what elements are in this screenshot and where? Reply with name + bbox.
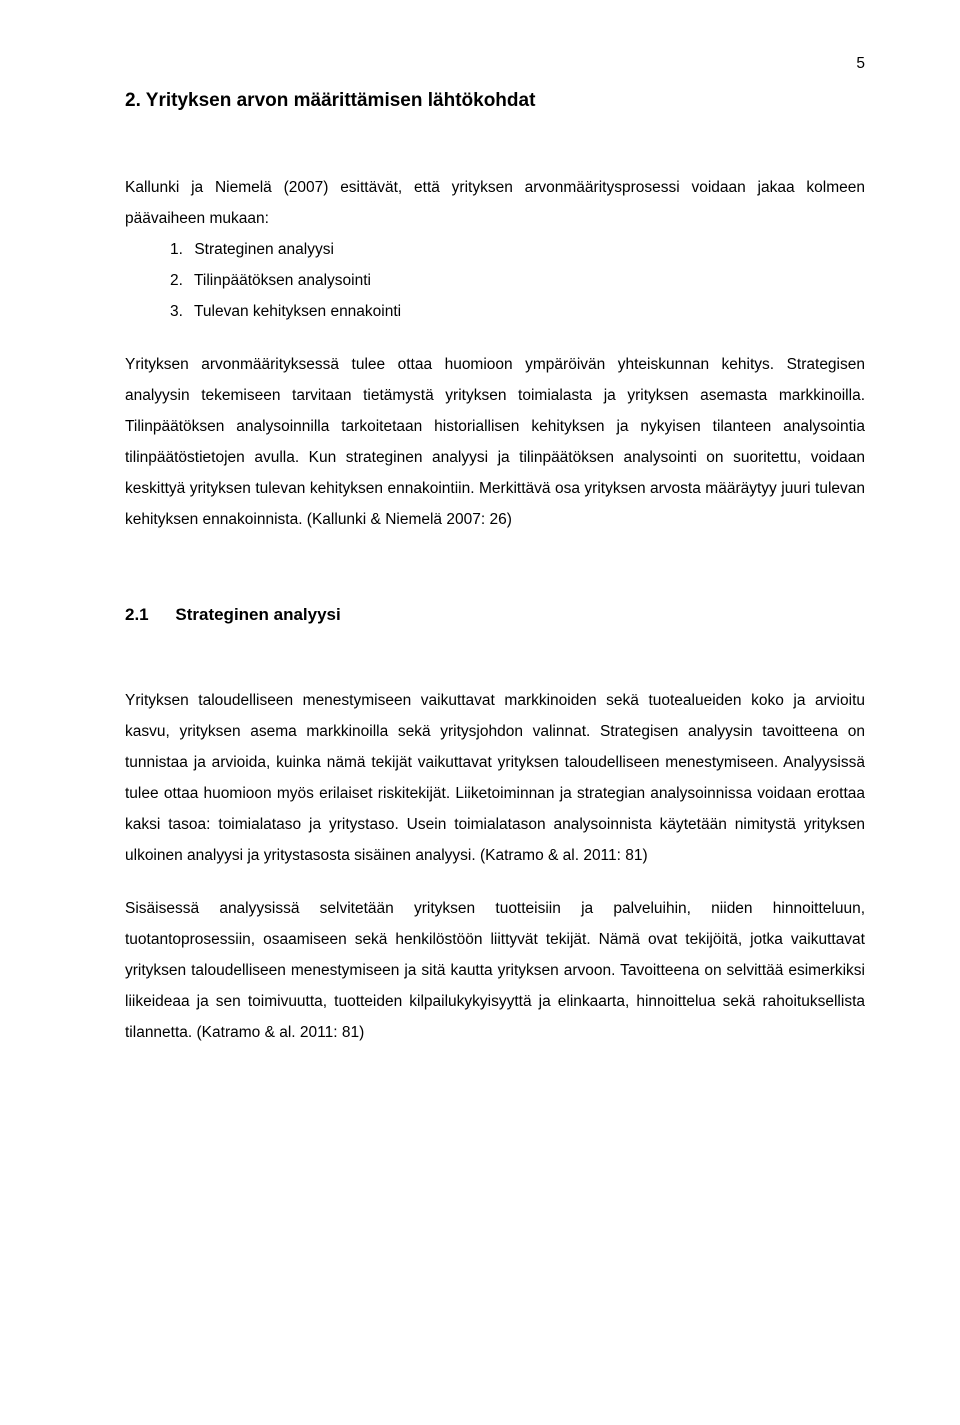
list-item: 2. Tilinpäätöksen analysointi	[170, 265, 865, 296]
heading-number: 2.1	[125, 605, 149, 625]
list-item-text: Tulevan kehityksen ennakointi	[194, 303, 401, 320]
list-item: 3. Tulevan kehityksen ennakointi	[170, 296, 865, 327]
intro-paragraph: Kallunki ja Niemelä (2007) esittävät, et…	[125, 172, 865, 234]
list-item-text: Tilinpäätöksen analysointi	[194, 272, 371, 289]
list-item-number: 1.	[170, 234, 190, 265]
list-item-number: 3.	[170, 296, 190, 327]
list-item: 1. Strateginen analyysi	[170, 234, 865, 265]
heading-level-2: 2.1 Strateginen analyysi	[125, 605, 865, 625]
list-item-text: Strateginen analyysi	[194, 241, 334, 258]
heading-text: Strateginen analyysi	[175, 605, 340, 624]
body-paragraph: Yrityksen taloudelliseen menestymiseen v…	[125, 685, 865, 871]
body-paragraph: Yrityksen arvonmäärityksessä tulee ottaa…	[125, 349, 865, 535]
numbered-list: 1. Strateginen analyysi 2. Tilinpäätökse…	[170, 234, 865, 327]
page-number: 5	[856, 55, 865, 73]
body-paragraph: Sisäisessä analyysissä selvitetään yrity…	[125, 893, 865, 1048]
heading-level-1: 2. Yrityksen arvon määrittämisen lähtöko…	[125, 90, 865, 112]
list-item-number: 2.	[170, 265, 190, 296]
